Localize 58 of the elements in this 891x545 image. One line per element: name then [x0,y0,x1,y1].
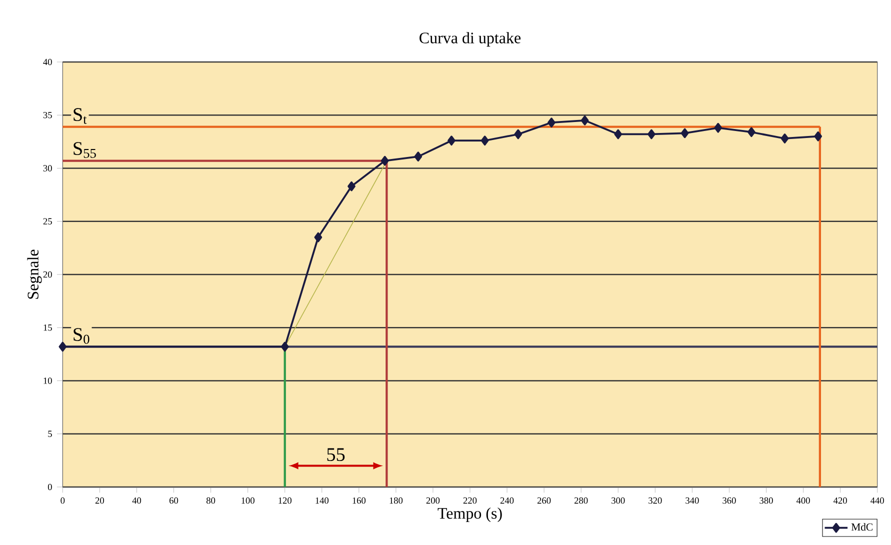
point [680,128,689,138]
x-tick-label: 320 [648,497,662,504]
x-tick-label: 100 [242,497,254,504]
point [314,232,322,242]
x-tick-label: 220 [463,497,477,504]
point [614,129,622,140]
ref-line-label: S$_{t}$ [74,108,87,124]
point [414,152,422,162]
x-tick-label: 420 [833,497,847,504]
point [780,134,789,144]
x-tick-label: 160 [352,497,366,504]
point [580,115,589,126]
point [280,342,289,352]
point [648,129,656,140]
x-tick-label: 340 [686,497,699,504]
point [714,122,722,133]
x-tick-label: 40 [132,497,142,504]
annotation: 55 [327,448,345,462]
y-tick-label: 40 [43,58,52,66]
chart-title: Curva di uptake [420,32,521,47]
x-tick-label: 260 [537,497,551,504]
y-axis-title: Segnale [27,250,42,299]
ref-line-label: S$_{55}$ [74,142,96,158]
point [748,127,756,138]
x-tick-label: 140 [316,497,329,504]
point [814,131,822,142]
legend-label: MdC [851,523,872,531]
point [548,118,556,128]
x-tick-label: 200 [426,497,440,504]
x-axis-title: Tempo (s) [438,508,502,522]
x-tick-label: 60 [169,497,178,504]
y-tick-label: 35 [43,112,52,118]
x-tick-label: 0 [60,497,65,504]
x-tick-label: 440 [870,497,884,504]
x-tick-label: 180 [390,497,403,504]
y-tick-label: 25 [43,218,52,224]
y-tick-label: 5 [48,430,52,437]
point [514,129,522,140]
x-tick-label: 400 [796,497,810,504]
y-tick-label: 15 [44,324,52,331]
point [448,136,456,146]
x-tick-label: 280 [574,497,588,504]
x-tick-label: 20 [95,497,104,504]
point [380,156,389,166]
x-tick-label: 360 [722,497,736,504]
point [58,342,67,352]
x-tick-label: 300 [612,497,625,504]
ref-line-label: S$_{0}$ [74,328,90,344]
x-tick-label: 240 [500,497,514,504]
point [348,181,356,192]
x-tick-label: 80 [206,497,216,504]
y-tick-label: 0 [48,484,52,490]
y-tick-label: 30 [43,165,52,172]
y-tick-label: 20 [43,271,52,278]
x-tick-label: 380 [760,497,773,504]
x-tick-label: 120 [278,497,292,504]
y-tick-label: 10 [44,378,52,384]
point [480,136,489,146]
